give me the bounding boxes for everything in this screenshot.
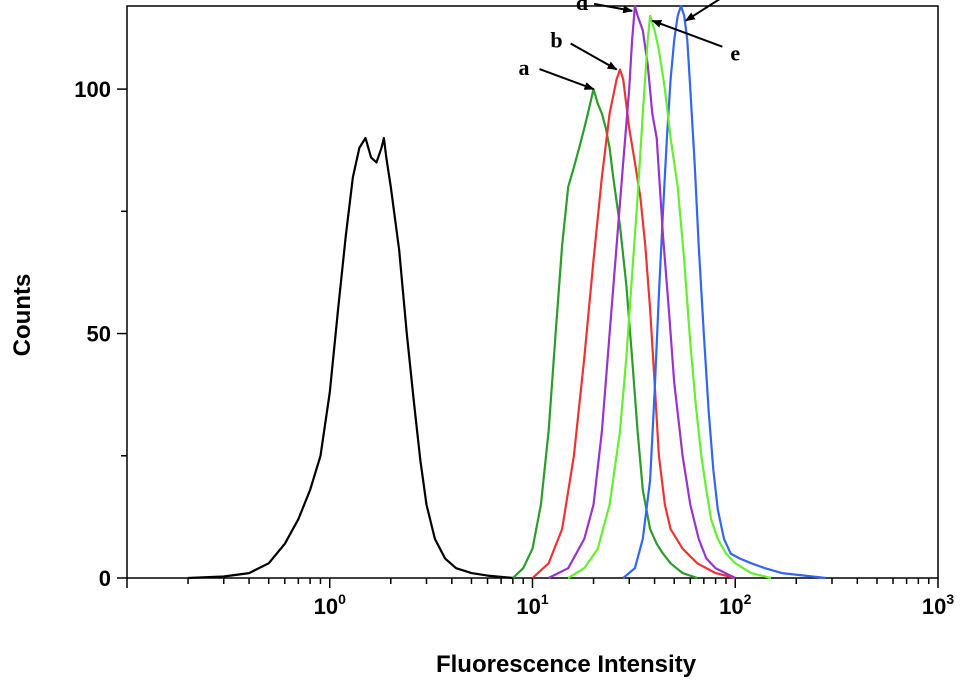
y-axis: 0 50 100 — [74, 77, 127, 591]
y-tick-label: 100 — [74, 77, 111, 102]
series-line-b — [531, 68, 736, 580]
series-layer — [187, 4, 827, 580]
annotation-layer: abdce — [519, 0, 740, 91]
y-tick-label: 50 — [87, 322, 111, 347]
x-tick-label: 102 — [719, 591, 751, 619]
x-axis-title: Fluorescence Intensity — [436, 651, 697, 678]
y-tick-label: 0 — [99, 566, 111, 591]
x-tick-label: 100 — [314, 591, 346, 619]
x-tick-label: 103 — [922, 591, 954, 619]
annotation-label-b: b — [550, 28, 562, 53]
annotation-label-d: d — [576, 0, 588, 15]
annotation-arrow-c — [684, 0, 721, 22]
annotation-label-a: a — [519, 55, 530, 80]
y-axis-title: Counts — [9, 274, 36, 357]
series-line-e — [567, 14, 772, 580]
annotation-arrow-a — [539, 68, 595, 91]
series-line-control-0 — [187, 136, 514, 580]
annotation-arrow-b — [570, 42, 618, 71]
x-tick-label: 101 — [516, 591, 548, 619]
series-line-d — [548, 4, 736, 579]
annotation-label-e: e — [730, 41, 740, 66]
annotation-arrow-e — [651, 19, 723, 48]
annotation-arrow-d — [593, 2, 634, 14]
series-line-c — [622, 4, 827, 580]
series-line-a — [512, 88, 698, 580]
x-axis: 100 101 102 103 — [126, 578, 954, 619]
